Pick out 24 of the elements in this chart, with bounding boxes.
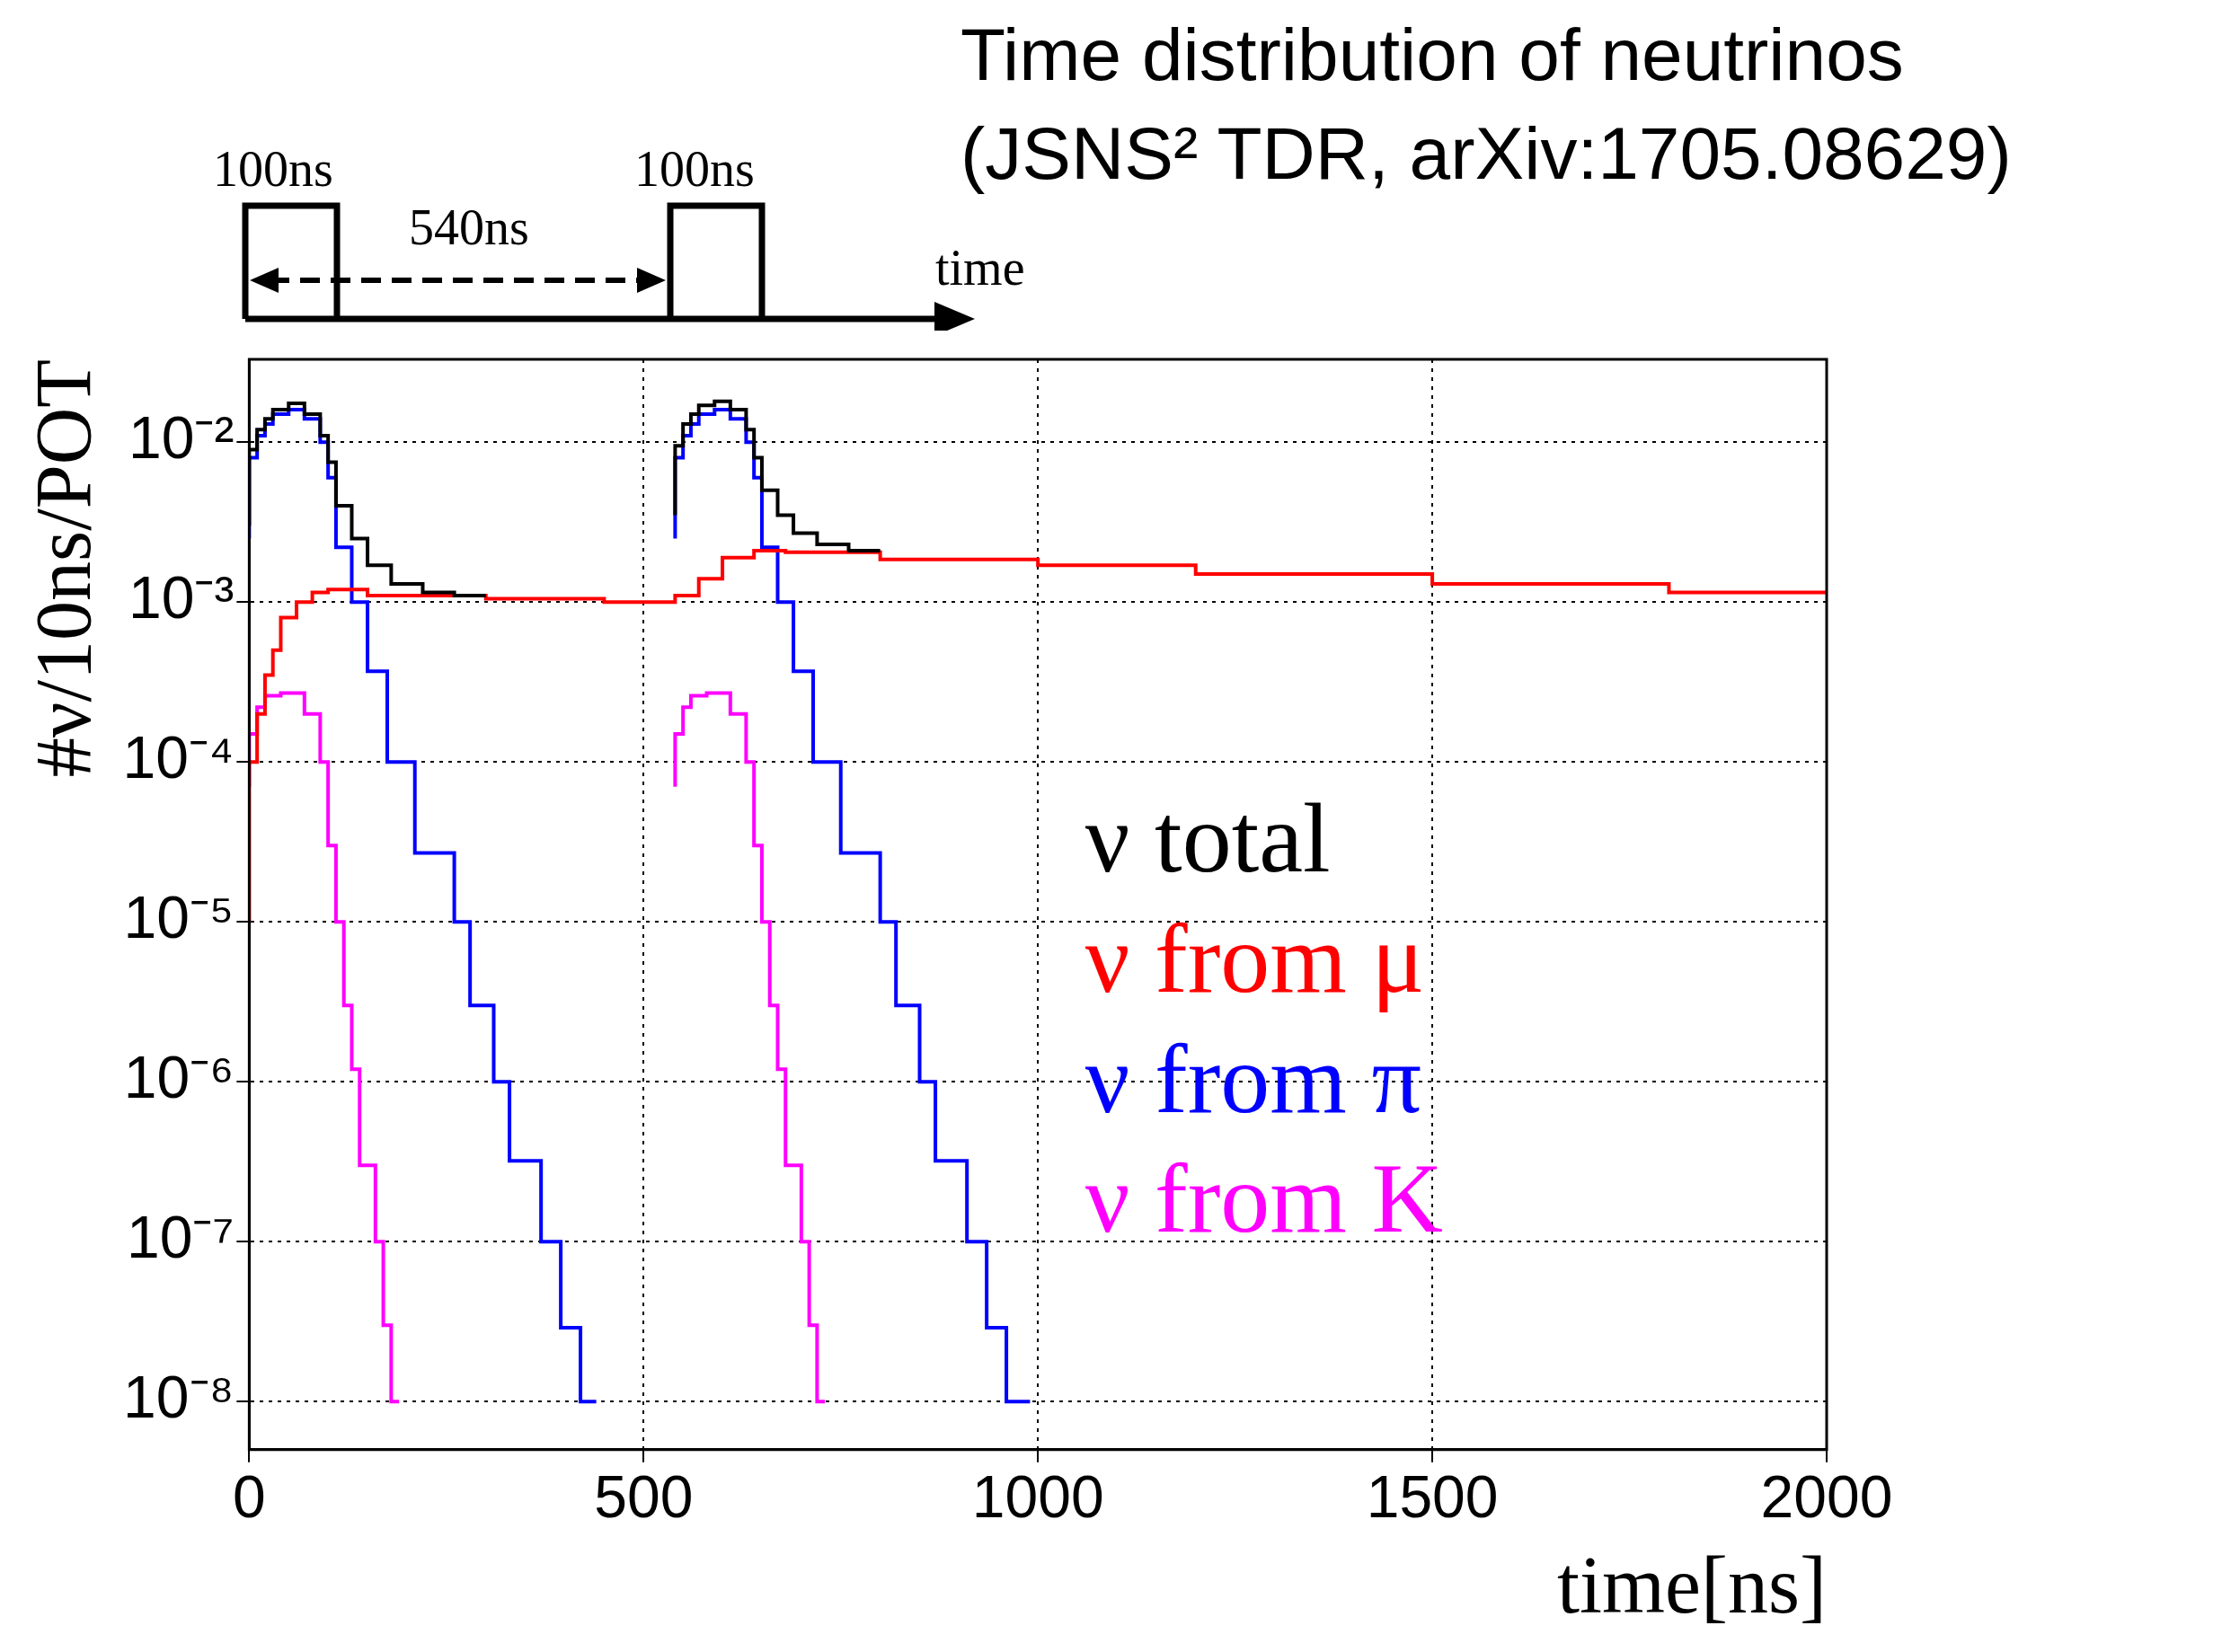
text: ν total — [1084, 783, 1331, 894]
text: 540ns — [409, 199, 529, 255]
x-tick-label: 500 — [594, 1462, 694, 1530]
text: 100ns — [213, 141, 333, 197]
y-tick-label: 10⁻⁵ — [123, 884, 235, 951]
y-tick-label: 10⁻⁴ — [122, 724, 235, 791]
y-tick-label: 10⁻⁶ — [123, 1044, 235, 1111]
chart-subtitle: (JSNS² TDR, arXiv:1705.08629) — [961, 112, 2012, 194]
y-axis-title: #ν/10ns/POT — [19, 359, 107, 778]
text: 100ns — [634, 141, 755, 197]
text: time — [935, 240, 1025, 296]
series-label: ν from π — [1084, 1023, 1421, 1134]
chart-title: Time distribution of neutrinos — [961, 13, 1904, 95]
y-tick-label: 10⁻⁷ — [127, 1204, 235, 1271]
y-tick-label: 10⁻³ — [128, 564, 235, 632]
x-axis-title: time[ns] — [1557, 1540, 1827, 1630]
x-tick-label: 1500 — [1366, 1462, 1499, 1530]
text: ν from μ — [1084, 904, 1425, 1013]
text: ν from K — [1084, 1144, 1443, 1254]
x-tick-label: 0 — [233, 1462, 266, 1530]
y-tick-label: 10⁻⁸ — [123, 1364, 235, 1431]
y-tick-label: 10⁻² — [128, 404, 235, 472]
x-tick-label: 2000 — [1760, 1462, 1893, 1530]
x-tick-label: 1000 — [971, 1462, 1104, 1530]
